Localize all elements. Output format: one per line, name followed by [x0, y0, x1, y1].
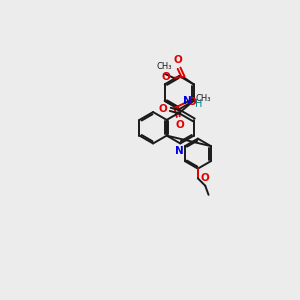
Text: O: O	[201, 173, 210, 183]
Text: N: N	[176, 146, 184, 156]
Text: O: O	[188, 97, 196, 107]
Text: CH₃: CH₃	[157, 62, 172, 71]
Text: O: O	[158, 104, 167, 114]
Text: O: O	[174, 55, 183, 65]
Text: N: N	[183, 96, 192, 106]
Text: H: H	[195, 99, 203, 109]
Text: CH₃: CH₃	[195, 94, 211, 103]
Text: O: O	[162, 72, 171, 82]
Text: O: O	[175, 120, 184, 130]
